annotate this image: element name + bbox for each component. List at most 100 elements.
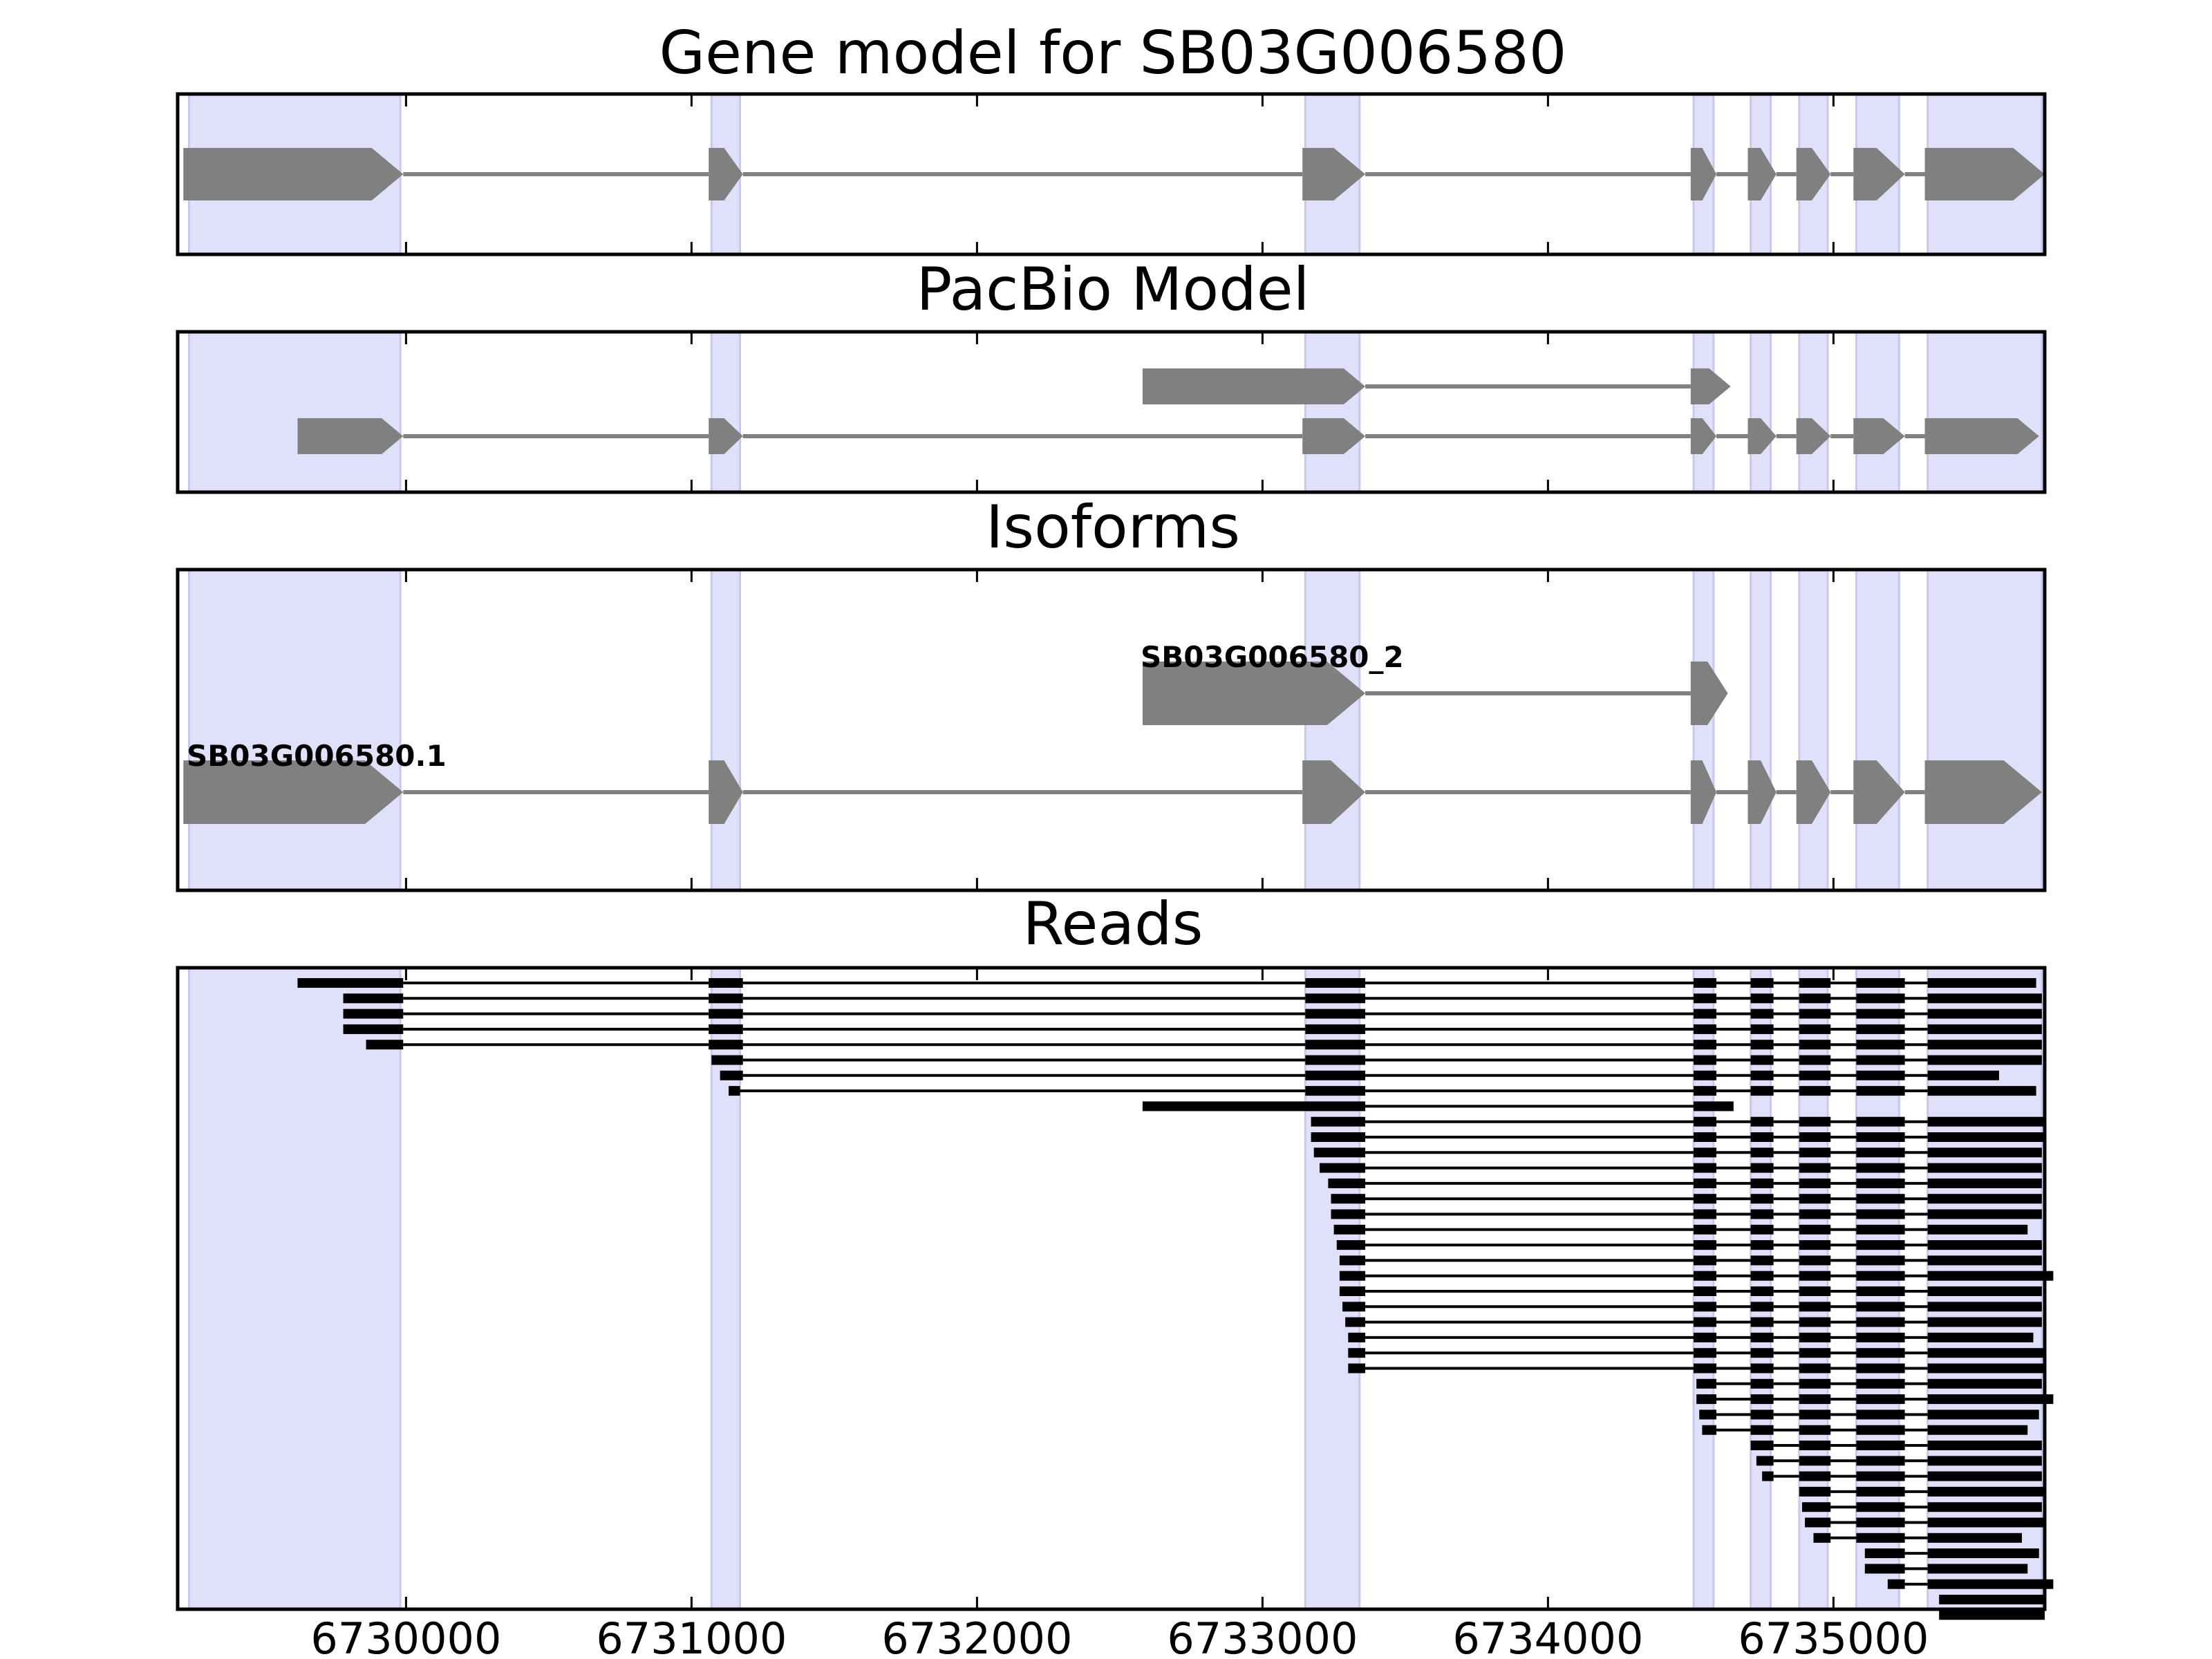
read-block — [709, 1024, 743, 1034]
read-block — [1762, 1471, 1774, 1481]
read-block — [1750, 1024, 1774, 1034]
read-block — [1856, 1441, 1905, 1450]
read-block — [1750, 1394, 1774, 1405]
read-block — [343, 993, 404, 1004]
read-block — [1345, 1317, 1366, 1327]
read-block — [1311, 1132, 1366, 1142]
read-block — [1305, 1070, 1366, 1080]
panel-title-isoforms: Isoforms — [986, 493, 1240, 562]
read-block — [1756, 1456, 1774, 1466]
read-block — [1939, 1595, 2045, 1604]
read-block — [1750, 1178, 1774, 1188]
read-block — [1856, 1209, 1905, 1219]
panel-title-pacbio-model: PacBio Model — [916, 255, 1309, 324]
read-block — [1927, 1224, 2028, 1235]
read-block — [1799, 1378, 1831, 1389]
read-block — [709, 1040, 743, 1050]
read-block — [1750, 1086, 1774, 1096]
read-block — [1799, 1409, 1831, 1420]
read-block — [1694, 1317, 1717, 1327]
read-block — [1927, 1533, 2022, 1543]
read-block — [1694, 1271, 1717, 1281]
read-block — [1856, 1394, 1905, 1405]
exon-arrow — [709, 418, 743, 454]
read-block — [1927, 1548, 2039, 1559]
exon-arrow — [1796, 418, 1831, 454]
exon-arrow — [1747, 148, 1777, 200]
read-block — [1799, 1425, 1831, 1435]
read-block — [1799, 1271, 1831, 1281]
exon-arrow — [709, 760, 743, 824]
read-block — [1856, 1409, 1905, 1420]
exon-arrow — [1853, 760, 1905, 824]
read-block — [1799, 1194, 1831, 1204]
read-block — [1694, 1302, 1717, 1312]
read-block — [1856, 1009, 1905, 1019]
read-block — [1927, 1255, 2042, 1266]
read-block — [1856, 1271, 1905, 1281]
read-block — [1750, 1055, 1774, 1065]
read-block — [1856, 1517, 1905, 1528]
read-block — [1927, 1378, 2042, 1389]
read-block — [1799, 1302, 1831, 1312]
read-block — [1856, 1378, 1905, 1389]
read-block — [1694, 1086, 1717, 1096]
exon-highlight-band — [1798, 330, 1829, 494]
read-block — [1856, 1255, 1905, 1266]
read-block — [1856, 1178, 1905, 1188]
read-block — [1799, 1456, 1831, 1466]
x-tick-label: 6730000 — [310, 1613, 501, 1659]
read-block — [1856, 1363, 1905, 1374]
read-block — [1694, 1332, 1717, 1342]
read-block — [1305, 1009, 1366, 1019]
read-block — [1927, 1302, 2042, 1312]
read-block — [1750, 1070, 1774, 1080]
exon-highlight-band — [1798, 568, 1829, 892]
exon-highlight-band — [1855, 568, 1900, 892]
read-block — [1305, 978, 1366, 988]
read-block — [1750, 1317, 1774, 1327]
read-block — [1927, 1009, 2042, 1019]
read-block — [1799, 1348, 1831, 1358]
panel-frame — [176, 92, 2047, 256]
read-block — [1339, 1271, 1366, 1281]
read-block — [1927, 1040, 2042, 1050]
exon-arrow — [1690, 418, 1717, 454]
read-block — [1750, 1255, 1774, 1266]
read-block — [1856, 1086, 1905, 1096]
read-block — [1305, 1024, 1366, 1034]
read-block — [1927, 1564, 2028, 1574]
read-block — [1799, 993, 1831, 1004]
read-block — [1856, 1240, 1905, 1250]
read-block — [1856, 1302, 1905, 1312]
read-block — [1750, 1378, 1774, 1389]
x-tick-label: 6732000 — [881, 1613, 1072, 1659]
read-block — [1799, 1240, 1831, 1250]
read-block — [343, 1024, 404, 1034]
read-block — [1348, 1363, 1366, 1374]
read-block — [1927, 1286, 2042, 1296]
read-block — [1142, 1101, 1366, 1112]
read-block — [1927, 1178, 2042, 1188]
exon-arrow — [1796, 148, 1831, 200]
read-block — [1799, 1209, 1831, 1219]
read-block — [729, 1086, 740, 1096]
exon-highlight-band — [1692, 330, 1715, 494]
read-block — [343, 1009, 404, 1019]
exon-arrow — [297, 418, 404, 454]
exon-arrow — [1853, 148, 1905, 200]
read-block — [1927, 1363, 2045, 1374]
read-block — [1750, 1425, 1774, 1435]
tick-marks-layer — [404, 94, 1835, 1609]
read-block — [1694, 1255, 1717, 1266]
exon-arrow — [1142, 662, 1366, 725]
read-block — [1333, 1224, 1366, 1235]
read-block — [1750, 1163, 1774, 1173]
read-block — [1856, 1286, 1905, 1296]
exon-arrow — [1302, 148, 1366, 200]
read-block — [1694, 1147, 1717, 1158]
read-block — [1750, 1194, 1774, 1204]
panel-title-reads: Reads — [1023, 890, 1203, 959]
read-block — [1864, 1564, 1905, 1574]
read-block — [1813, 1533, 1831, 1543]
